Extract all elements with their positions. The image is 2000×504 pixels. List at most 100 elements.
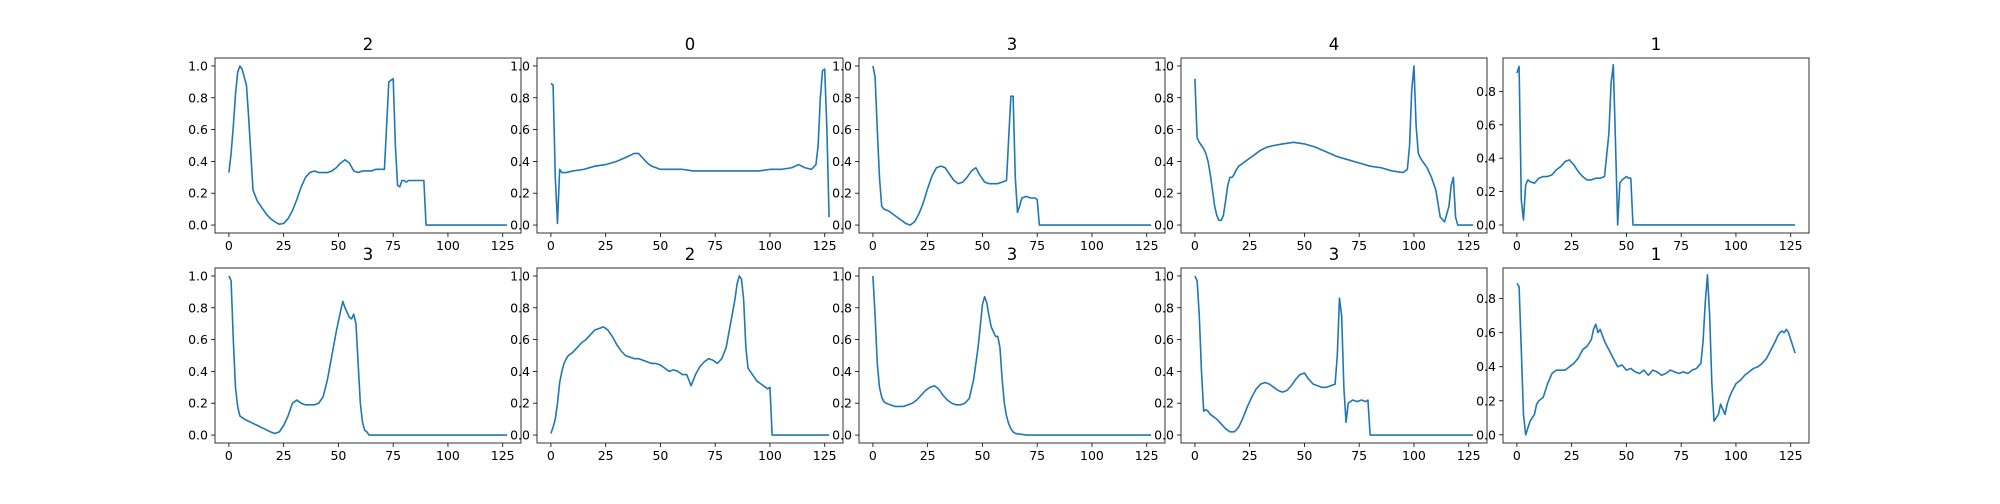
y-tick-label: 0.0	[510, 428, 530, 443]
y-tick-label: 1.0	[510, 58, 530, 73]
x-tick-label: 50	[1618, 238, 1634, 253]
y-tick-label: 0.0	[188, 428, 208, 443]
series-line	[872, 65, 1152, 226]
x-tick-label: 50	[652, 238, 668, 253]
x-tick-label: 50	[1618, 448, 1634, 463]
x-tick-label: 25	[598, 448, 614, 463]
chart-title: 4	[1329, 35, 1340, 54]
y-tick-label: 1.0	[510, 268, 530, 283]
x-tick-label: 75	[1673, 238, 1689, 253]
y-tick-label: 0.0	[832, 428, 852, 443]
series-line	[228, 275, 508, 436]
x-tick-label: 0	[1513, 448, 1521, 463]
x-tick-label: 100	[436, 448, 460, 463]
y-tick-label: 1.0	[832, 268, 852, 283]
x-tick-label: 75	[1351, 238, 1367, 253]
y-tick-label: 0.0	[188, 218, 208, 233]
series-line	[1516, 274, 1796, 436]
x-tick-label: 0	[1191, 448, 1199, 463]
y-tick-label: 0.8	[832, 90, 852, 105]
series-line	[1194, 65, 1474, 226]
y-tick-label: 0.2	[832, 396, 852, 411]
y-tick-label: 0.0	[1476, 427, 1496, 442]
x-tick-label: 75	[385, 448, 401, 463]
y-tick-label: 0.4	[510, 364, 530, 379]
chart-title: 3	[1007, 35, 1018, 54]
axes-frame	[214, 57, 522, 234]
y-tick-label: 0.8	[1154, 300, 1174, 315]
series-line	[228, 65, 508, 226]
chart-title: 2	[363, 35, 374, 54]
x-tick-label: 25	[1564, 238, 1580, 253]
x-tick-label: 0	[225, 238, 233, 253]
x-tick-label: 100	[436, 238, 460, 253]
x-tick-label: 125	[813, 448, 837, 463]
y-tick-label: 0.6	[832, 122, 852, 137]
y-tick-label: 0.0	[510, 218, 530, 233]
x-tick-label: 100	[758, 238, 782, 253]
y-tick-label: 0.4	[832, 154, 852, 169]
x-tick-label: 0	[869, 238, 877, 253]
x-tick-label: 50	[652, 448, 668, 463]
y-tick-label: 0.2	[188, 396, 208, 411]
x-tick-label: 75	[385, 238, 401, 253]
x-tick-label: 0	[1513, 238, 1521, 253]
x-tick-label: 125	[491, 238, 515, 253]
y-tick-label: 0.2	[510, 396, 530, 411]
x-tick-label: 0	[1191, 238, 1199, 253]
axes-frame	[536, 57, 844, 234]
y-tick-label: 0.8	[1476, 84, 1496, 99]
y-tick-label: 0.4	[832, 364, 852, 379]
series-line	[1194, 275, 1474, 436]
y-tick-label: 0.2	[1154, 186, 1174, 201]
chart-title: 3	[1007, 245, 1018, 264]
x-tick-label: 50	[1296, 238, 1312, 253]
y-tick-label: 1.0	[1154, 268, 1174, 283]
x-tick-label: 125	[1457, 238, 1481, 253]
y-tick-label: 0.6	[188, 122, 208, 137]
x-tick-label: 25	[1564, 448, 1580, 463]
y-tick-label: 1.0	[832, 58, 852, 73]
x-tick-label: 25	[598, 238, 614, 253]
axes-frame	[858, 267, 1166, 444]
x-tick-label: 25	[1242, 238, 1258, 253]
y-tick-label: 0.4	[510, 154, 530, 169]
chart-title: 1	[1651, 35, 1662, 54]
y-tick-label: 0.2	[1154, 396, 1174, 411]
axes-frame	[214, 267, 522, 444]
x-tick-label: 50	[974, 448, 990, 463]
chart-panel-1: 0 0 25 50 75 100 125 0.0 0.2 0.4 0.6 0.8 1.0	[510, 35, 844, 253]
x-tick-label: 75	[1673, 448, 1689, 463]
axes-frame	[1180, 57, 1488, 234]
y-tick-label: 0.6	[1154, 122, 1174, 137]
x-tick-label: 50	[330, 448, 346, 463]
chart-panel-7: 3 0 25 50 75 100 125 0.0 0.2 0.4 0.6 0.8 1.0	[832, 245, 1166, 463]
y-tick-label: 0.2	[832, 186, 852, 201]
x-tick-label: 125	[1779, 448, 1803, 463]
x-tick-label: 125	[1457, 448, 1481, 463]
y-tick-label: 0.6	[832, 332, 852, 347]
x-tick-label: 25	[1242, 448, 1258, 463]
y-tick-label: 0.4	[1154, 154, 1174, 169]
y-tick-label: 1.0	[188, 58, 208, 73]
y-tick-label: 0.6	[188, 332, 208, 347]
x-tick-label: 125	[813, 238, 837, 253]
y-tick-label: 0.2	[1476, 184, 1496, 199]
y-tick-label: 0.0	[1476, 217, 1496, 232]
x-tick-label: 125	[491, 448, 515, 463]
axes-frame	[1180, 267, 1488, 444]
chart-title: 1	[1651, 245, 1662, 264]
x-tick-label: 100	[758, 448, 782, 463]
y-tick-label: 0.6	[1476, 325, 1496, 340]
x-tick-label: 75	[1029, 238, 1045, 253]
series-line	[1516, 63, 1796, 226]
y-tick-label: 0.8	[1476, 291, 1496, 306]
x-tick-label: 75	[1029, 448, 1045, 463]
chart-panel-3: 4 0 25 50 75 100 125 0.0 0.2 0.4 0.6 0.8 1.0	[1154, 35, 1488, 253]
chart-panel-8: 3 0 25 50 75 100 125 0.0 0.2 0.4 0.6 0.8 1.0	[1154, 245, 1488, 463]
y-tick-label: 0.2	[1476, 393, 1496, 408]
series-line	[872, 275, 1152, 436]
chart-title: 0	[685, 35, 696, 54]
